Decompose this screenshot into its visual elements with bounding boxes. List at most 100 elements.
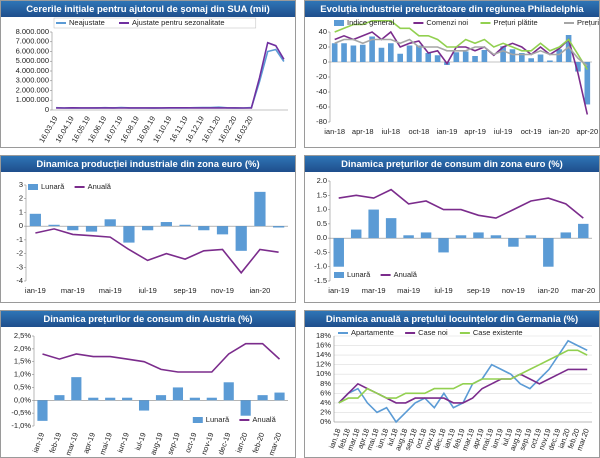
bar	[490, 235, 502, 239]
line	[334, 30, 589, 115]
y-tick-label: -1	[16, 235, 23, 244]
y-tick-label: 1	[19, 207, 23, 216]
y-tick-label: 0,0%	[14, 395, 31, 404]
panel	[304, 155, 600, 303]
x-tick-label: apr-19	[464, 127, 486, 136]
y-tick-label: 2,5%	[14, 331, 31, 340]
x-tick-label: ian-19	[437, 127, 458, 136]
bar	[105, 397, 116, 401]
chart-title: Cererile inițiale pentru ajutorul de șom…	[26, 4, 270, 15]
x-tick-label: iul-19	[138, 286, 156, 295]
y-tick-label: 0%	[320, 417, 331, 426]
bar	[333, 238, 344, 267]
x-tick-label: mar-19	[362, 286, 386, 295]
bar	[85, 226, 98, 232]
x-tick-label: apr-20	[576, 127, 598, 136]
y-tick-label: 40	[319, 27, 327, 36]
y-tick-label: 3.000.000	[16, 76, 49, 85]
bar	[425, 53, 432, 62]
x-tick-label: mai-19	[99, 286, 122, 295]
bar	[172, 387, 184, 401]
y-tick-label: -3	[16, 262, 23, 271]
y-tick-label: -2	[16, 249, 23, 258]
legend-label: Lunară	[347, 270, 371, 279]
y-tick-label: 1,5%	[14, 357, 31, 366]
y-tick-label: 5.000.000	[16, 56, 49, 65]
bar	[160, 222, 172, 227]
bar	[473, 232, 484, 239]
y-tick-label: -0,5%	[11, 408, 31, 417]
bar	[369, 36, 375, 62]
title-bar	[305, 156, 599, 172]
bar	[37, 400, 48, 421]
y-tick-label: -80	[316, 117, 327, 126]
line	[338, 188, 584, 219]
y-tick-label: 12%	[316, 360, 331, 369]
line	[338, 349, 588, 404]
chart-title: Dinamica prețurilor de consum din zona e…	[341, 159, 563, 170]
line	[42, 342, 281, 373]
legend-label: Prețuri plătite	[494, 18, 538, 27]
line	[334, 38, 588, 67]
bar	[584, 62, 591, 105]
bar	[257, 395, 268, 401]
bar	[368, 209, 379, 239]
bar	[273, 226, 285, 228]
y-tick-label: 2,0%	[14, 344, 31, 353]
x-tick-label: nov-19	[502, 286, 525, 295]
bar	[434, 55, 441, 62]
bar	[500, 46, 506, 62]
y-tick-label: 0,5%	[14, 382, 31, 391]
bar	[359, 44, 366, 62]
line	[56, 41, 285, 109]
y-tick-label: -4	[16, 276, 23, 285]
title-bar	[305, 1, 599, 17]
legend-label: Ajustate pentru sezonalitate	[132, 18, 225, 27]
legend-label: Comenzi noi	[426, 18, 468, 27]
bar	[29, 213, 41, 227]
legend-label: Lunară	[41, 182, 65, 191]
bar	[543, 238, 554, 267]
x-tick-label: oct-18	[408, 127, 429, 136]
bar	[350, 45, 357, 62]
y-tick-label: 8.000.000	[16, 27, 49, 36]
x-tick-label: ian-19	[25, 286, 46, 295]
bar	[385, 218, 397, 239]
bar	[528, 58, 534, 62]
bar	[420, 232, 432, 239]
legend-label: Case existente	[473, 328, 523, 337]
y-tick-label: 0	[323, 57, 327, 66]
bar	[519, 53, 525, 62]
bar	[67, 226, 79, 231]
title-bar	[1, 1, 295, 17]
legend-label: Apartamente	[351, 328, 394, 337]
y-tick-label: 3	[19, 180, 23, 189]
y-tick-label: -20	[316, 72, 327, 81]
y-tick-label: 0.5	[317, 219, 327, 228]
bar	[216, 226, 229, 235]
x-tick-label: oct-19	[521, 127, 542, 136]
legend-label: Lunară	[206, 415, 230, 424]
bar	[54, 395, 65, 401]
bar	[235, 226, 247, 251]
line	[334, 20, 588, 70]
y-tick-label: -1.5	[314, 276, 327, 285]
legend-label: Anuală	[88, 182, 112, 191]
bar	[509, 49, 516, 62]
chart-title: Evoluția industriei prelucrătoare din re…	[320, 4, 584, 15]
bar	[198, 226, 210, 231]
bar	[578, 223, 589, 239]
x-tick-label: ian-18	[324, 127, 345, 136]
x-tick-label: mai-19	[397, 286, 420, 295]
bar	[254, 191, 266, 227]
panel	[0, 310, 296, 458]
y-tick-label: 6%	[320, 388, 331, 397]
legend-swatch	[334, 20, 344, 26]
bar	[455, 235, 467, 239]
y-tick-label: -0.5	[314, 247, 327, 256]
y-tick-label: 4.000.000	[16, 66, 49, 75]
legend-label: Neajustate	[69, 18, 105, 27]
legend-label: Anuală	[252, 415, 276, 424]
y-tick-label: 1.5	[317, 190, 327, 199]
